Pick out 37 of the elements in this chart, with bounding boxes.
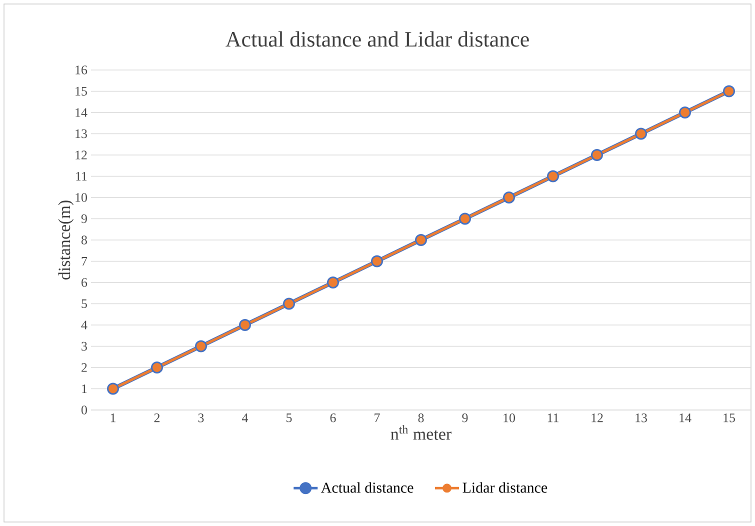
x-tick-label: 14 (680, 414, 692, 422)
y-tick-label: 14 (76, 108, 88, 117)
x-axis-title: n$^{th}$ meter (390, 425, 452, 440)
x-tick-label: 7 (374, 414, 380, 422)
legend-label: Lidar distance (462, 482, 548, 493)
y-tick-label: 2 (82, 363, 87, 372)
x-tick-label: 2 (154, 414, 160, 422)
y-tick-label: 7 (82, 256, 88, 266)
y-tick-label: 11 (76, 172, 87, 181)
y-tick-label: 8 (81, 236, 87, 244)
y-axis-title: distance(m) (58, 200, 74, 280)
legend-label: Actual distance (321, 482, 414, 493)
x-tick-label: 9 (462, 414, 468, 422)
y-tick-label: 5 (82, 299, 87, 308)
y-tick-label: 16 (76, 66, 88, 74)
x-tick-label: 15 (724, 414, 735, 422)
y-tick-label: 13 (76, 129, 87, 138)
x-tick-label: 6 (330, 414, 336, 422)
x-tick-label: 10 (504, 414, 516, 422)
x-tick-label: 12 (592, 414, 603, 422)
y-tick-label: 15 (76, 86, 87, 96)
y-tick-label: 12 (76, 150, 87, 160)
chart-title: Actual distance and Lidar distance (226, 31, 529, 47)
x-tick-label: 13 (636, 414, 647, 422)
y-tick-label: 6 (82, 278, 88, 287)
x-tick-label: 4 (242, 414, 248, 422)
x-tick-label: 8 (418, 414, 424, 422)
y-tick-label: 0 (81, 406, 87, 414)
y-tick-label: 4 (81, 320, 88, 330)
y-tick-label: 9 (81, 214, 87, 224)
y-tick-label: 10 (76, 193, 87, 202)
x-tick-label: 11 (548, 414, 558, 422)
x-tick-label: 5 (286, 414, 292, 422)
y-tick-label: 1 (82, 384, 87, 394)
x-tick-label: 3 (198, 414, 204, 422)
y-tick-label: 3 (82, 342, 87, 351)
x-tick-label: 1 (110, 414, 116, 422)
